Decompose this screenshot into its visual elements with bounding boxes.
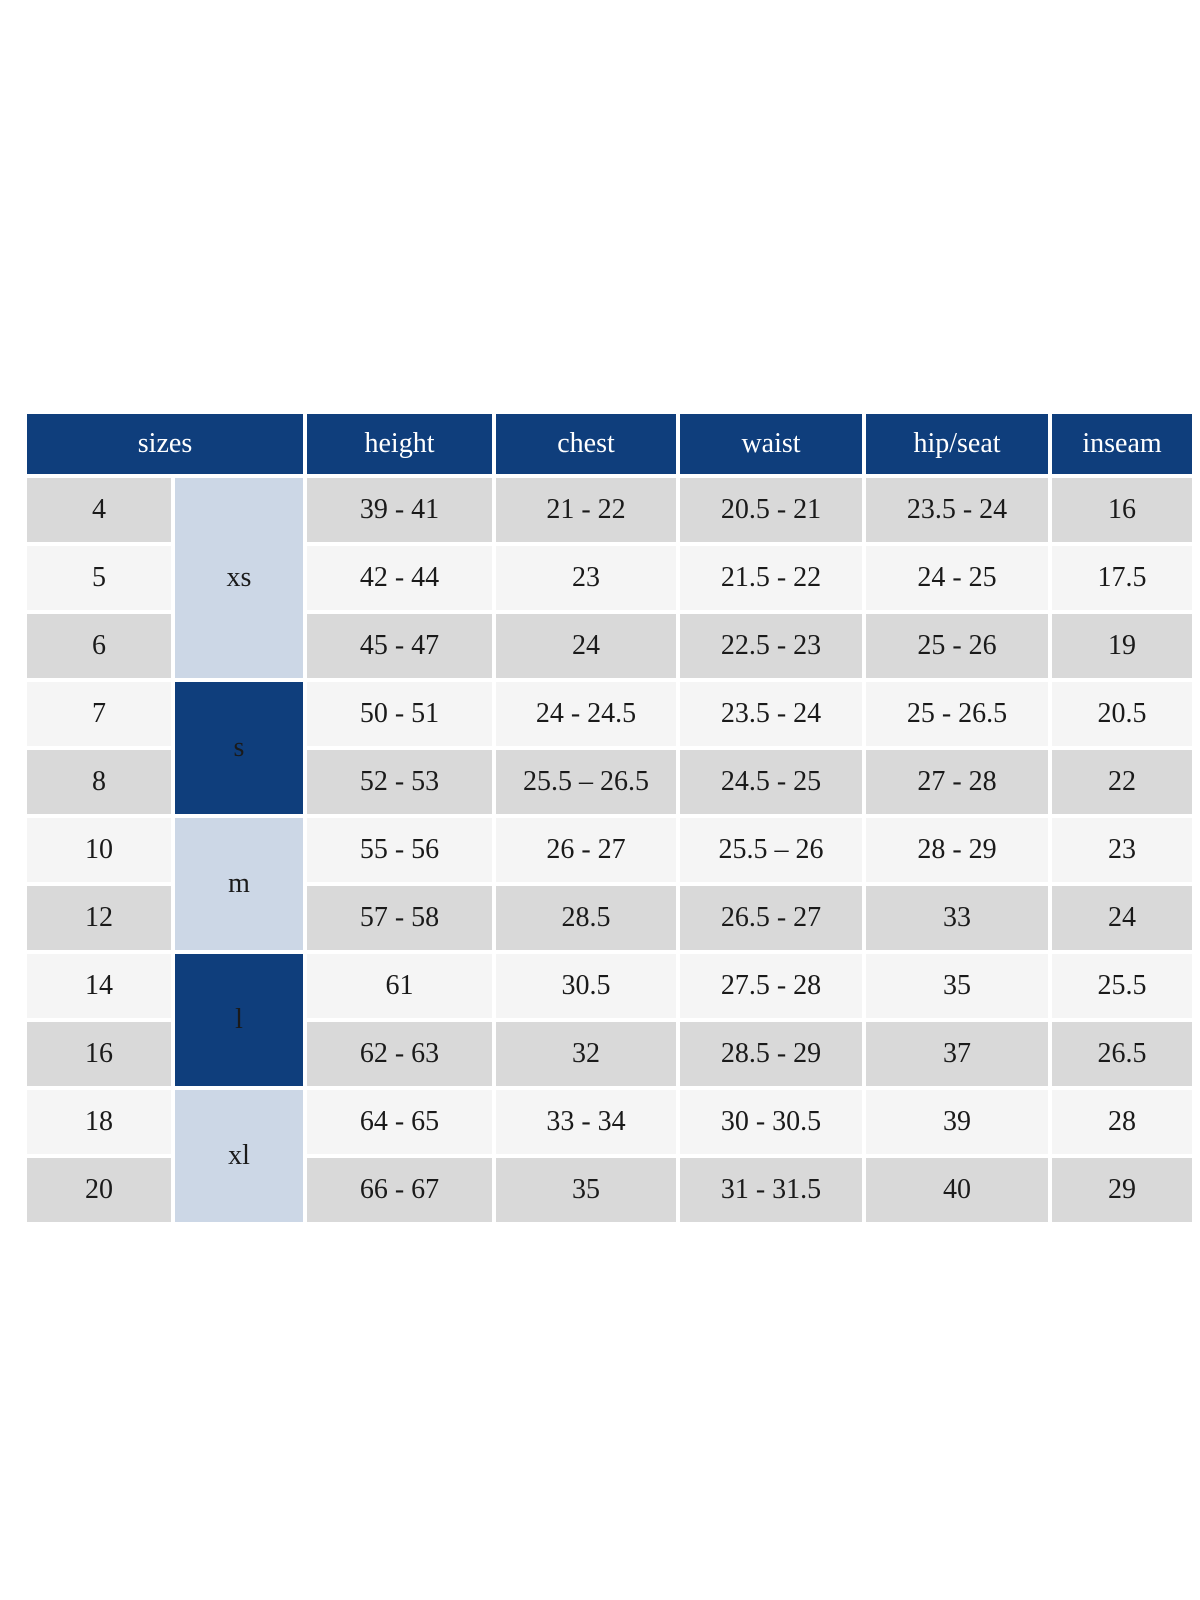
inseam-cell: 16 (1048, 474, 1196, 546)
size-cell: 5 (23, 542, 175, 614)
table-row-size-8: 8 52 - 53 25.5 – 26.5 24.5 - 25 27 - 28 22 (23, 746, 1196, 818)
height-cell: 64 - 65 (303, 1086, 496, 1158)
hip-seat-cell: 27 - 28 (862, 746, 1052, 818)
hip-seat-cell: 23.5 - 24 (862, 474, 1052, 546)
table-row-size-18: 18 xl 64 - 65 33 - 34 30 - 30.5 39 28 (23, 1086, 1196, 1226)
table-row-size-16: 16 62 - 63 32 28.5 - 29 37 26.5 (23, 1018, 1196, 1090)
size-cell: 7 (23, 678, 175, 750)
waist-cell: 25.5 – 26 (676, 814, 866, 886)
chest-cell: 23 (492, 542, 680, 614)
header-sizes: sizes (23, 410, 307, 478)
header-height: height (303, 410, 496, 478)
table-row-size-14: 14 l 61 30.5 27.5 - 28 35 25.5 (23, 950, 1196, 1090)
waist-cell: 30 - 30.5 (676, 1086, 866, 1158)
chest-cell: 35 (492, 1154, 680, 1226)
height-cell: 50 - 51 (303, 678, 496, 750)
table-row-size-6: 6 45 - 47 24 22.5 - 23 25 - 26 19 (23, 610, 1196, 682)
size-cell: 14 (23, 950, 175, 1022)
size-cell: 8 (23, 746, 175, 818)
waist-cell: 27.5 - 28 (676, 950, 866, 1022)
chest-cell: 24 - 24.5 (492, 678, 680, 750)
waist-cell: 26.5 - 27 (676, 882, 866, 954)
size-cell: 20 (23, 1154, 175, 1226)
chest-cell: 33 - 34 (492, 1086, 680, 1158)
height-cell: 61 (303, 950, 496, 1022)
inseam-cell: 22 (1048, 746, 1196, 818)
chest-cell: 24 (492, 610, 680, 682)
waist-cell: 22.5 - 23 (676, 610, 866, 682)
waist-cell: 23.5 - 24 (676, 678, 866, 750)
hip-seat-cell: 37 (862, 1018, 1052, 1090)
hip-seat-cell: 25 - 26.5 (862, 678, 1052, 750)
waist-cell: 20.5 - 21 (676, 474, 866, 546)
height-cell: 66 - 67 (303, 1154, 496, 1226)
size-cell: 16 (23, 1018, 175, 1090)
group-cell-l: l (171, 950, 307, 1090)
header-row: sizes height chest waist hip/seat inseam (23, 410, 1196, 478)
header-inseam: inseam (1048, 410, 1196, 478)
size-cell: 10 (23, 814, 175, 886)
chest-cell: 25.5 – 26.5 (492, 746, 680, 818)
inseam-cell: 20.5 (1048, 678, 1196, 750)
height-cell: 55 - 56 (303, 814, 496, 886)
group-cell-s: s (171, 678, 307, 818)
header-hip-seat: hip/seat (862, 410, 1052, 478)
table-row-size-4: 4 xs 39 - 41 21 - 22 20.5 - 21 23.5 - 24 16 (23, 474, 1196, 682)
height-cell: 62 - 63 (303, 1018, 496, 1090)
waist-cell: 28.5 - 29 (676, 1018, 866, 1090)
table-row-size-5: 5 42 - 44 23 21.5 - 22 24 - 25 17.5 (23, 542, 1196, 614)
waist-cell: 31 - 31.5 (676, 1154, 866, 1226)
chest-cell: 21 - 22 (492, 474, 680, 546)
hip-seat-cell: 33 (862, 882, 1052, 954)
hip-seat-cell: 28 - 29 (862, 814, 1052, 886)
hip-seat-cell: 25 - 26 (862, 610, 1052, 682)
hip-seat-cell: 24 - 25 (862, 542, 1052, 614)
hip-seat-cell: 39 (862, 1086, 1052, 1158)
group-cell-m: m (171, 814, 307, 954)
group-cell-xl: xl (171, 1086, 307, 1226)
hip-seat-cell: 40 (862, 1154, 1052, 1226)
size-cell: 4 (23, 474, 175, 546)
header-waist: waist (676, 410, 866, 478)
table-row-size-12: 12 57 - 58 28.5 26.5 - 27 33 24 (23, 882, 1196, 954)
inseam-cell: 26.5 (1048, 1018, 1196, 1090)
chest-cell: 26 - 27 (492, 814, 680, 886)
height-cell: 42 - 44 (303, 542, 496, 614)
inseam-cell: 24 (1048, 882, 1196, 954)
inseam-cell: 17.5 (1048, 542, 1196, 614)
table-row-size-7: 7 s 50 - 51 24 - 24.5 23.5 - 24 25 - 26.5 20.5 (23, 678, 1196, 818)
header-chest: chest (492, 410, 680, 478)
waist-cell: 24.5 - 25 (676, 746, 866, 818)
height-cell: 39 - 41 (303, 474, 496, 546)
table-row-size-20: 20 66 - 67 35 31 - 31.5 40 29 (23, 1154, 1196, 1226)
height-cell: 52 - 53 (303, 746, 496, 818)
group-cell-xs: xs (171, 474, 307, 682)
chest-cell: 32 (492, 1018, 680, 1090)
size-cell: 12 (23, 882, 175, 954)
table-row-size-10: 10 m 55 - 56 26 - 27 25.5 – 26 28 - 29 23 (23, 814, 1196, 954)
size-chart-table: sizes height chest waist hip/seat inseam… (23, 410, 1196, 1226)
size-chart: sizes height chest waist hip/seat inseam… (23, 410, 1196, 1226)
inseam-cell: 25.5 (1048, 950, 1196, 1022)
height-cell: 45 - 47 (303, 610, 496, 682)
size-cell: 18 (23, 1086, 175, 1158)
size-table-body: 4 xs 39 - 41 21 - 22 20.5 - 21 23.5 - 24 16 5 42… (23, 474, 1196, 1226)
inseam-cell: 19 (1048, 610, 1196, 682)
size-cell: 6 (23, 610, 175, 682)
chest-cell: 30.5 (492, 950, 680, 1022)
chest-cell: 28.5 (492, 882, 680, 954)
hip-seat-cell: 35 (862, 950, 1052, 1022)
inseam-cell: 23 (1048, 814, 1196, 886)
inseam-cell: 28 (1048, 1086, 1196, 1158)
waist-cell: 21.5 - 22 (676, 542, 866, 614)
inseam-cell: 29 (1048, 1154, 1196, 1226)
height-cell: 57 - 58 (303, 882, 496, 954)
